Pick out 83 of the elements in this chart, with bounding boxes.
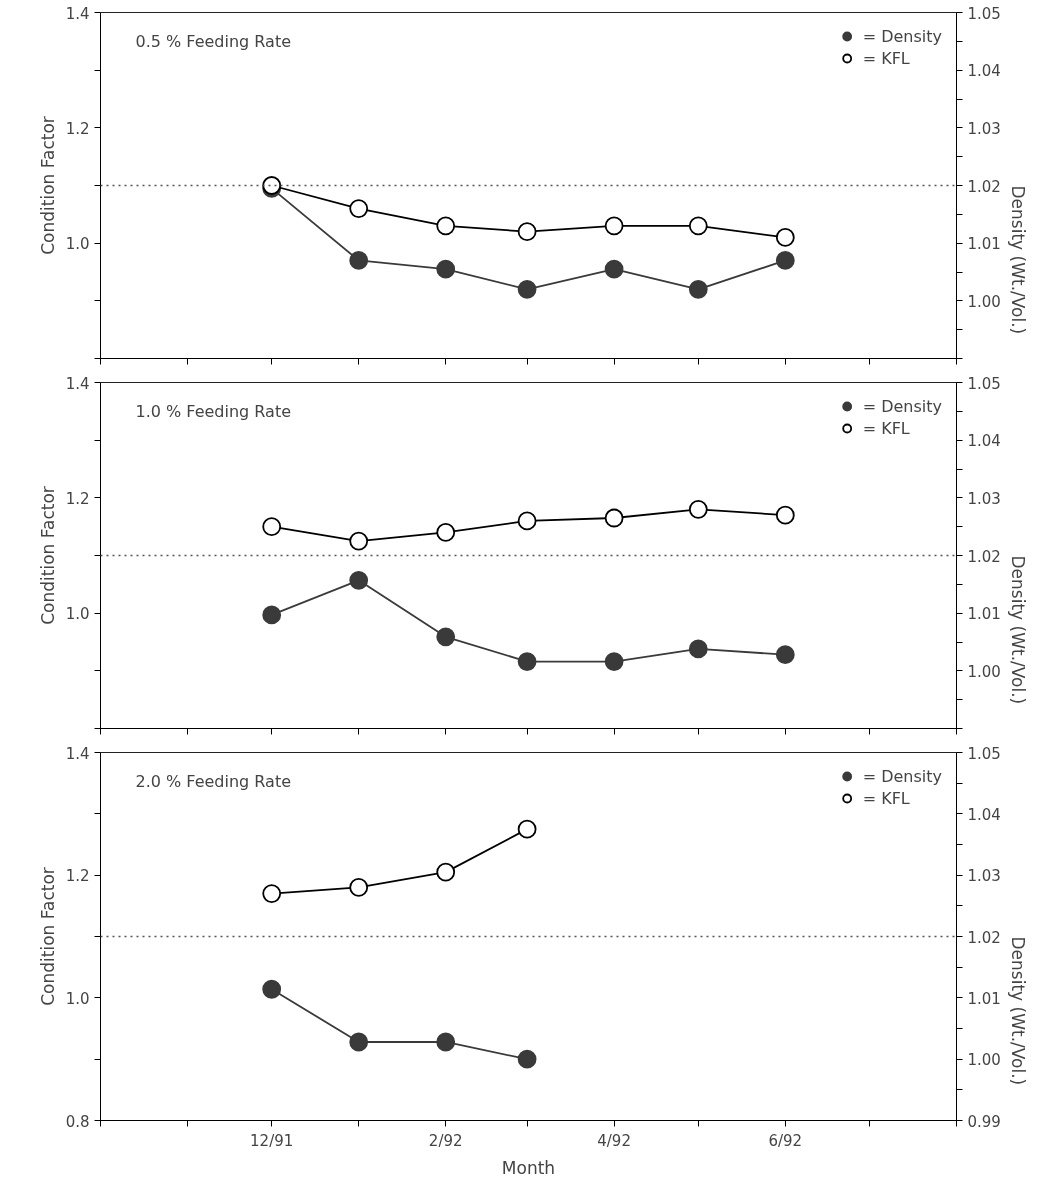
y2-axis-title: Density (Wt./Vol.): [1007, 185, 1028, 335]
y2-tick-label: 1.05: [967, 4, 1001, 23]
legend-label: = Density: [862, 396, 942, 416]
point: [349, 251, 369, 270]
y2-axis-title: Density (Wt./Vol.): [1007, 936, 1028, 1086]
legend-label: = Density: [862, 766, 942, 786]
point: [604, 216, 624, 236]
y-tick-label: 1.0: [65, 989, 90, 1008]
y2-tick-label: 1.00: [967, 292, 1001, 311]
legend-label: = KFL: [862, 788, 910, 808]
text: 1.0 % Feeding Rate: [135, 401, 292, 421]
point: [688, 216, 708, 236]
point: [262, 605, 282, 625]
point: [517, 279, 537, 299]
y-tick-label: 1.4: [65, 374, 90, 393]
point: [775, 505, 795, 525]
point: [436, 523, 456, 542]
y-tick-label: 1.2: [65, 867, 90, 886]
point: [349, 531, 369, 551]
point: [517, 652, 537, 671]
y2-axis-title: Density (Wt./Vol.): [1007, 555, 1028, 705]
y2-tick-label: 1.04: [967, 432, 1001, 451]
point: [775, 645, 795, 665]
y-tick-label: 1.0: [65, 235, 90, 254]
y-tick-label: 1.0: [65, 605, 90, 624]
point: [604, 652, 624, 671]
y-axis-title: Condition Factor: [37, 486, 58, 625]
x-tick-label: 4/92: [597, 1131, 631, 1150]
y2-tick-label: 1.02: [967, 928, 1001, 947]
point: [688, 499, 708, 519]
point: [604, 259, 624, 279]
y-tick-label: 1.4: [65, 4, 90, 23]
y2-tick-label: 1.01: [967, 989, 1001, 1008]
legend-label: = KFL: [862, 418, 910, 438]
y-tick-label: 1.2: [65, 119, 90, 138]
legend-label: = Density: [862, 26, 942, 46]
y2-tick-label: 1.00: [967, 662, 1001, 681]
text: 2.0 % Feeding Rate: [135, 771, 292, 791]
y-axis-title: Condition Factor: [37, 867, 58, 1006]
y2-tick-label: 1.04: [967, 62, 1001, 81]
point: [517, 222, 537, 242]
point: [436, 216, 456, 236]
point: [436, 862, 456, 882]
point: [349, 570, 369, 590]
point: [349, 1032, 369, 1052]
y2-tick-label: 1.05: [967, 744, 1001, 763]
y2-tick-label: 0.99: [967, 1112, 1001, 1131]
point: [688, 639, 708, 659]
point: [436, 259, 456, 279]
x-tick-label: 6/92: [768, 1131, 803, 1150]
point: [262, 884, 282, 903]
y2-tick-label: 1.01: [967, 235, 1001, 254]
point: [688, 279, 708, 299]
x-tick-label: 2/92: [428, 1131, 463, 1150]
point: [775, 251, 795, 270]
point: [436, 627, 456, 647]
x-tick-label: 12/91: [250, 1131, 294, 1150]
y2-tick-label: 1.04: [967, 805, 1001, 824]
y2-tick-label: 1.03: [967, 867, 1001, 886]
y2-tick-label: 1.03: [967, 489, 1001, 508]
y2-tick-label: 1.00: [967, 1051, 1001, 1070]
y2-tick-label: 1.01: [967, 605, 1001, 624]
point: [604, 508, 624, 528]
y2-tick-label: 1.02: [967, 177, 1001, 196]
y-tick-label: 0.8: [65, 1112, 90, 1131]
point: [262, 517, 282, 537]
y2-tick-label: 1.03: [967, 119, 1001, 138]
x-axis-title: Month: [501, 1157, 556, 1178]
y-tick-label: 1.4: [65, 744, 90, 763]
y-axis-title: Condition Factor: [37, 116, 58, 255]
y2-tick-label: 1.02: [967, 547, 1001, 566]
point: [517, 819, 537, 839]
point: [517, 1049, 537, 1069]
y-tick-label: 1.2: [65, 489, 90, 508]
point: [775, 228, 795, 247]
point: [517, 511, 537, 531]
point: [436, 1032, 456, 1052]
text: 0.5 % Feeding Rate: [135, 31, 292, 51]
point: [349, 878, 369, 897]
legend-label: = KFL: [862, 48, 910, 68]
point: [262, 979, 282, 999]
y2-tick-label: 1.05: [967, 374, 1001, 393]
point: [349, 199, 369, 218]
